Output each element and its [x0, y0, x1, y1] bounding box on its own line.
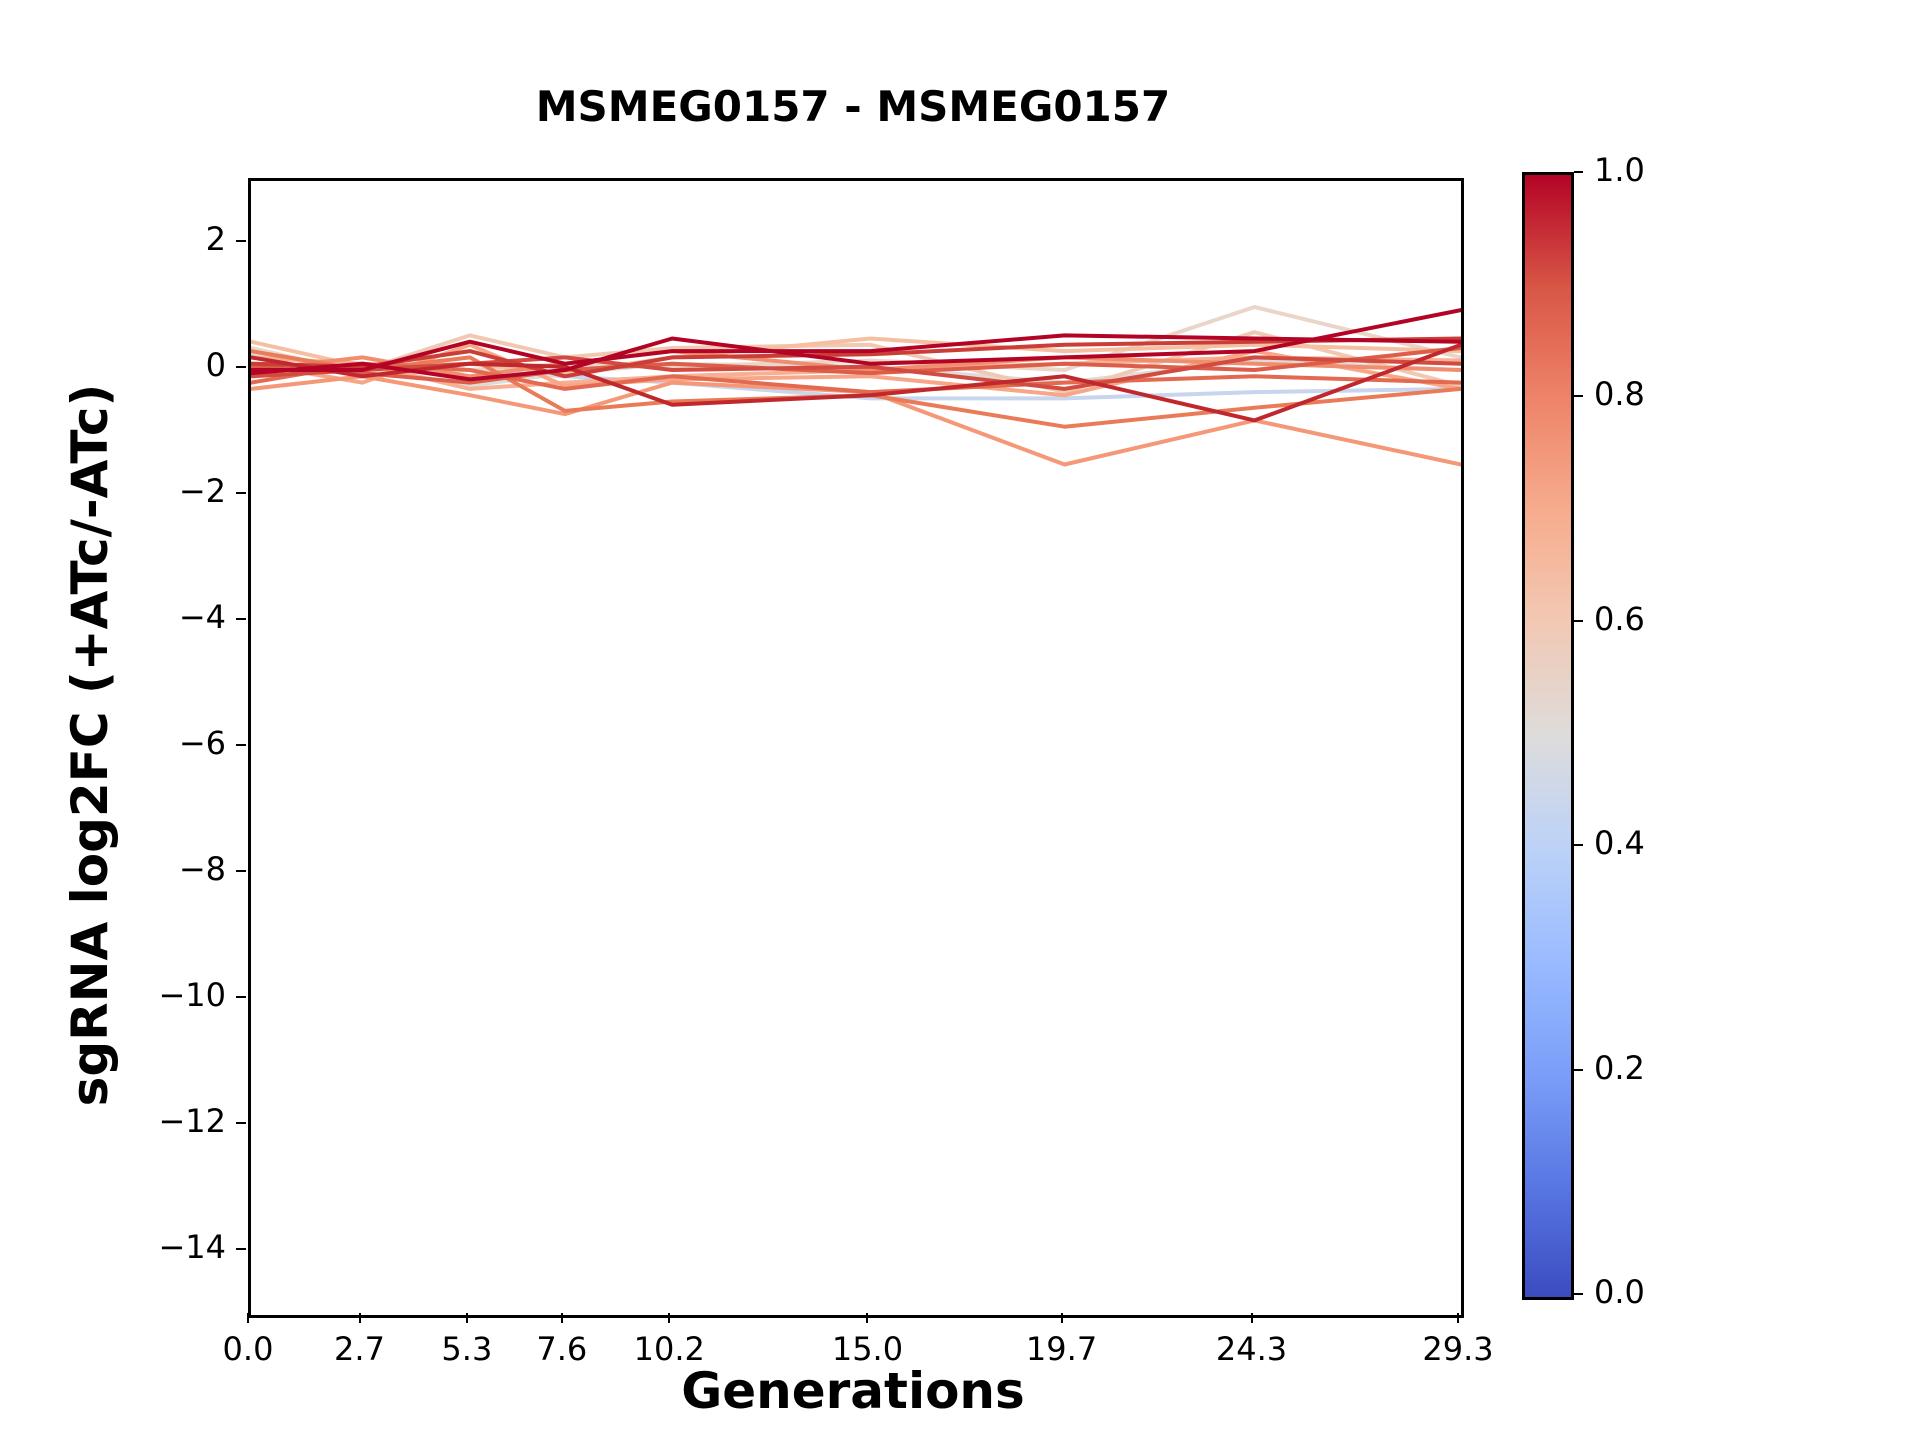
colorbar-tick-mark — [1574, 619, 1583, 622]
plot-area — [248, 178, 1464, 1318]
x-axis-label: Generations — [681, 1362, 1025, 1420]
y-tick-mark — [236, 870, 246, 872]
colorbar-tick-mark — [1574, 395, 1583, 398]
colorbar-tick-label: 0.8 — [1594, 375, 1645, 414]
series-line — [251, 342, 1461, 423]
series-line — [251, 333, 1461, 372]
colorbar-tick-mark — [1574, 1293, 1583, 1295]
colorbar-tick-mark — [1574, 1068, 1583, 1071]
colorbar-gradient — [1522, 172, 1574, 1300]
colorbar-tick-label: 0.4 — [1594, 824, 1645, 863]
y-tick-mark — [236, 744, 246, 746]
y-tick-label: −10 — [158, 976, 226, 1014]
plot-lines — [251, 305, 1461, 467]
y-tick-mark — [236, 492, 246, 494]
y-tick-mark — [236, 366, 246, 368]
y-tick-label: −12 — [158, 1102, 226, 1140]
y-tick-label: −4 — [178, 598, 226, 636]
colorbar-tick-mark — [1574, 171, 1583, 173]
series-line — [251, 361, 1461, 395]
colorbar-tick-label: 0.2 — [1594, 1048, 1645, 1087]
colorbar-tick-mark — [1574, 844, 1583, 847]
colorbar-tick-label: 1.0 — [1594, 151, 1645, 189]
y-tick-label: 2 — [205, 220, 226, 258]
y-tick-label: −14 — [158, 1228, 226, 1266]
colorbar-tick-label: 0.6 — [1594, 599, 1645, 638]
y-tick-mark — [236, 240, 246, 242]
chart-title: MSMEG0157 - MSMEG0157 — [535, 82, 1171, 131]
series-line — [251, 374, 1461, 467]
colorbar-tick-label: 0.0 — [1594, 1273, 1645, 1311]
y-tick-label: 0 — [205, 346, 226, 384]
y-tick-mark — [236, 1122, 246, 1124]
y-tick-label: −8 — [178, 850, 226, 888]
y-axis-label: sgRNA log2FC (+ATc/-ATc) — [61, 383, 119, 1107]
y-tick-mark — [236, 996, 246, 998]
series-line — [251, 308, 1461, 382]
y-tick-mark — [236, 618, 246, 620]
y-tick-label: −6 — [178, 724, 226, 762]
y-tick-label: −2 — [178, 472, 226, 510]
y-tick-mark — [236, 1248, 246, 1250]
